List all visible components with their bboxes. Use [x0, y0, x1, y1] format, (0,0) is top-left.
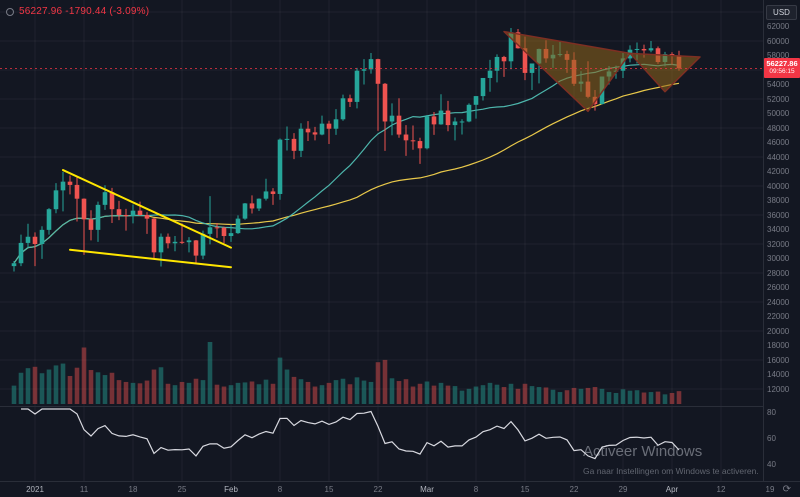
time-axis-label: 12 — [716, 485, 726, 494]
rsi-axis-label: 80 — [767, 407, 776, 417]
price-axis-label: 34000 — [767, 225, 790, 234]
price-axis-label: 62000 — [767, 22, 790, 31]
price-axis-label: 50000 — [767, 109, 790, 118]
rsi-axis-label: 40 — [767, 459, 776, 469]
price-axis-label: 38000 — [767, 196, 790, 205]
last-price-label: 56227.86 09:56:15 — [764, 58, 800, 79]
price-change-text: 56227.96 -1790.44 (-3.09%) — [19, 6, 150, 17]
currency-toggle-button[interactable]: USD — [766, 5, 797, 20]
time-axis-label: 8 — [277, 485, 283, 494]
time-axis-label: 19 — [765, 485, 775, 494]
price-axis-label: 22000 — [767, 312, 790, 321]
price-axis-label: 48000 — [767, 123, 790, 133]
price-axis-label: 36000 — [767, 210, 790, 220]
price-axis-label: 32000 — [767, 239, 790, 249]
price-axis-label: 52000 — [767, 94, 790, 104]
time-axis-label: 29 — [618, 485, 628, 494]
price-axis-label: 58000 — [767, 51, 790, 60]
time-axis-label: 15 — [324, 485, 334, 494]
symbol-marker-icon — [6, 7, 14, 16]
time-axis-label: 8 — [473, 485, 479, 494]
time-axis-label: 18 — [128, 485, 138, 494]
price-axis-label: 14000 — [767, 370, 790, 379]
time-axis-label: 11 — [79, 485, 89, 494]
time-axis-label: 25 — [177, 485, 187, 494]
time-axis-label: 2021 — [26, 485, 44, 494]
price-axis-label: 42000 — [767, 167, 790, 176]
price-axis-label: 46000 — [767, 138, 790, 147]
symbol-legend: 56227.96 -1790.44 (-3.09%) — [6, 6, 149, 17]
price-axis-label: 16000 — [767, 355, 790, 365]
price-axis-label: 40000 — [767, 181, 790, 191]
bar-countdown-timer: 09:56:15 — [769, 68, 795, 76]
refresh-icon[interactable]: ⟳ — [782, 484, 791, 495]
price-axis-label: 26000 — [767, 283, 790, 292]
time-axis-label: Feb — [224, 485, 238, 494]
time-axis-label: Apr — [665, 485, 679, 494]
price-axis-label: 60000 — [767, 36, 790, 46]
price-axis-label: 24000 — [767, 297, 790, 307]
last-price-value: 56227.86 — [766, 59, 798, 69]
price-axis-label: 18000 — [767, 341, 790, 350]
price-axis-label: 30000 — [767, 254, 790, 263]
time-axis-label: 22 — [569, 485, 579, 494]
price-axis[interactable]: 56227.86 09:56:15 12000 14000 16000 18000 20… — [763, 0, 800, 481]
time-axis-label: 22 — [373, 485, 383, 494]
time-axis[interactable]: ⟳ 2021 11 18 25 Feb 8 15 22 Mar 8 15 22 29 Apr 12 19 — [0, 481, 800, 497]
price-axis-label: 20000 — [767, 326, 790, 336]
price-axis-label: 12000 — [767, 384, 790, 394]
time-axis-label: Mar — [420, 485, 434, 494]
price-axis-label: 44000 — [767, 152, 790, 162]
price-axis-label: 54000 — [767, 80, 790, 89]
rsi-axis-label: 60 — [767, 433, 776, 443]
price-axis-label: 28000 — [767, 268, 790, 278]
time-axis-label: 15 — [520, 485, 530, 494]
